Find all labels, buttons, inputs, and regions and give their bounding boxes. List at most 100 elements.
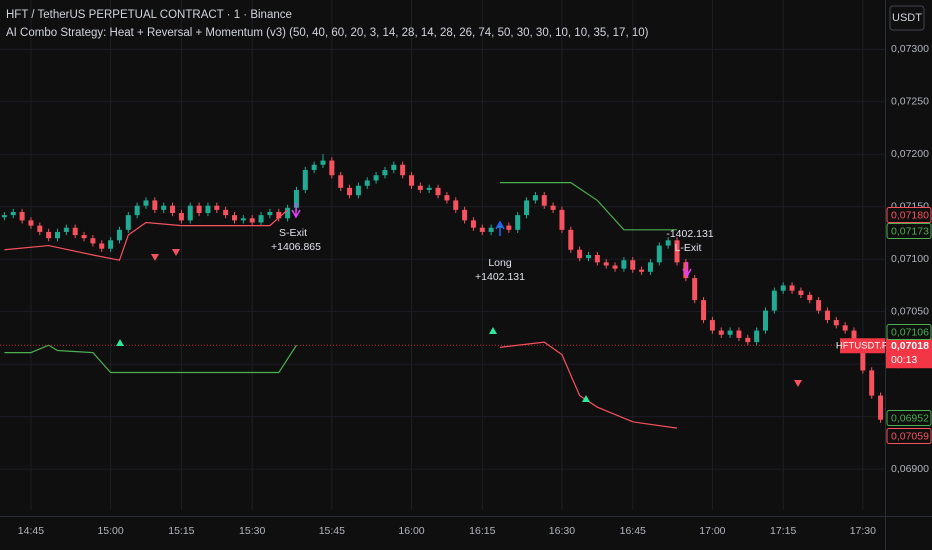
trade-profit: +1406.865 xyxy=(271,241,321,253)
indicator-tag xyxy=(886,324,932,340)
candle-body xyxy=(550,205,556,210)
y-tick-label: 0,07300 xyxy=(891,43,929,55)
candle-body xyxy=(435,187,441,196)
candle-body xyxy=(532,195,538,201)
indicator-tag xyxy=(886,410,932,426)
candle-body xyxy=(630,260,636,270)
x-tick-label: 15:45 xyxy=(319,525,345,537)
candle-body xyxy=(515,215,521,230)
symbol-tag xyxy=(840,338,885,354)
y-tick-label: 0,07200 xyxy=(891,148,929,160)
candle-body xyxy=(833,320,839,326)
grid xyxy=(0,0,885,510)
candle-body xyxy=(214,205,220,210)
candle-body xyxy=(311,164,317,170)
candle-body xyxy=(99,243,105,249)
currency-button-label[interactable]: USDT xyxy=(892,12,922,24)
candle-body xyxy=(37,225,43,232)
currency-button[interactable] xyxy=(889,5,925,31)
candle-body xyxy=(347,187,353,196)
candle-body xyxy=(10,211,16,216)
indicator-tag xyxy=(886,207,932,223)
candle-body xyxy=(878,395,884,420)
indicator-tag xyxy=(886,428,932,444)
buy-signal xyxy=(116,339,124,346)
x-tick-label: 15:15 xyxy=(168,525,194,537)
indicator-line xyxy=(4,344,297,374)
indicator-tag-label: 0,07059 xyxy=(891,430,929,442)
candle-body xyxy=(736,330,742,338)
candle-body xyxy=(267,211,273,216)
candle-body xyxy=(143,200,149,206)
candle-body xyxy=(488,227,494,232)
x-tick-label: 15:30 xyxy=(239,525,265,537)
candle-body xyxy=(462,209,468,221)
candle-body xyxy=(798,290,804,295)
candle-body xyxy=(577,249,583,259)
candle-body xyxy=(692,278,698,301)
candle-body xyxy=(656,245,662,263)
x-tick-label: 16:15 xyxy=(469,525,495,537)
sell-signal xyxy=(151,254,159,261)
candle-body xyxy=(293,189,299,208)
candle-body xyxy=(842,325,848,331)
candle-body xyxy=(594,255,600,263)
indicator-tag-label: 0,07173 xyxy=(891,225,929,237)
signals xyxy=(116,203,802,402)
candle-body xyxy=(824,310,830,321)
candle-body xyxy=(417,185,423,190)
trade-label: L-Exit xyxy=(675,242,702,254)
candle-body xyxy=(116,229,122,241)
candle-body xyxy=(285,207,291,219)
candle-body xyxy=(276,211,282,219)
candle-body xyxy=(258,215,264,223)
indicator-line xyxy=(500,181,677,231)
indicator-tag xyxy=(886,223,932,239)
candle-body xyxy=(568,229,574,250)
candle-body xyxy=(612,265,618,269)
candle-body xyxy=(90,238,96,244)
candle-body xyxy=(400,164,406,176)
candle-body xyxy=(329,160,335,176)
candle-body xyxy=(860,345,866,371)
entry-arrow xyxy=(495,220,505,236)
candle-body xyxy=(621,260,627,269)
symbol-title: HFT / TetherUS PERPETUAL CONTRACT · 1 · … xyxy=(6,9,292,21)
candle-body xyxy=(524,200,530,216)
candle-body xyxy=(674,240,680,263)
candle-body xyxy=(170,205,176,214)
candle-body xyxy=(763,310,768,331)
candle-body xyxy=(470,220,476,228)
candle-body xyxy=(373,175,379,181)
candle-body xyxy=(807,294,813,301)
x-tick-label: 17:00 xyxy=(699,525,725,537)
candle-body xyxy=(28,220,34,226)
price-tag xyxy=(886,338,932,369)
candle-body xyxy=(391,164,397,170)
x-tick-label: 17:30 xyxy=(850,525,876,537)
candle-body xyxy=(506,225,512,230)
candle-body xyxy=(63,227,69,232)
candle-body xyxy=(709,320,715,331)
indicator-tag-label: 0,07106 xyxy=(891,326,929,338)
x-tick-label: 17:15 xyxy=(770,525,796,537)
candle-body xyxy=(727,330,733,335)
candle-body xyxy=(851,330,857,346)
candle-body xyxy=(108,240,114,249)
candle-body xyxy=(647,262,653,272)
x-tick-label: 16:45 xyxy=(620,525,646,537)
candle-body xyxy=(72,227,78,236)
candle-body xyxy=(19,211,25,221)
candle-body xyxy=(382,170,388,176)
y-tick-label: 0,07100 xyxy=(891,253,929,265)
indicator-line xyxy=(4,209,288,261)
x-tick-label: 15:00 xyxy=(97,525,123,537)
candle-body xyxy=(771,290,777,311)
candle-body xyxy=(869,370,875,396)
buy-signal xyxy=(582,395,590,402)
candle-body xyxy=(46,231,52,239)
indicator-title: AI Combo Strategy: Heat + Reversal + Mom… xyxy=(6,27,649,39)
candle-body xyxy=(134,205,140,216)
candle-body xyxy=(541,195,547,206)
